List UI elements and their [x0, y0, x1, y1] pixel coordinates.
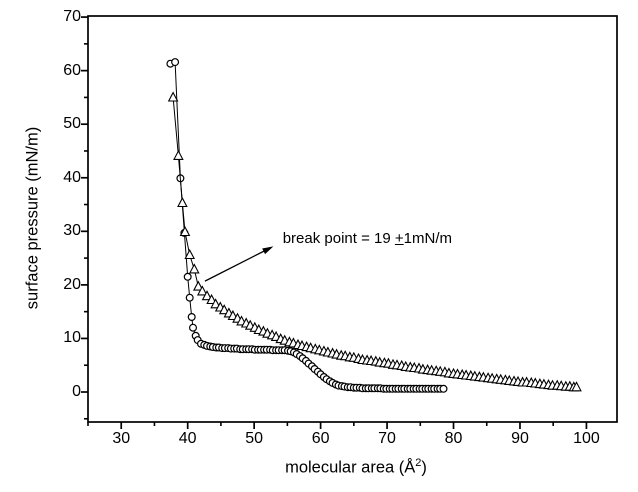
break-point-annotation-suffix: 1mN/m: [403, 229, 452, 247]
x-axis-title-superscript: 2: [415, 457, 422, 469]
x-tick-label-30: 30: [112, 430, 131, 447]
y-tick-label-70: 70: [63, 8, 81, 26]
triangle-marker: [188, 263, 200, 274]
circle-marker: [183, 272, 192, 281]
break-point-annotation: break point = 19 +1mN/m: [283, 230, 452, 247]
triangle-marker: [192, 280, 204, 291]
x-axis-title-close: ): [421, 458, 427, 477]
triangle-marker: [173, 149, 184, 160]
triangle-marker: [167, 91, 179, 102]
y-tick-label-20: 20: [63, 275, 81, 293]
y-tick-label-30: 30: [63, 222, 81, 240]
x-axis-title-text: molecular area (Å: [285, 458, 416, 477]
x-tick-label-70: 70: [378, 430, 396, 447]
x-tick-label-60: 60: [311, 430, 330, 447]
y-tick-label-10: 10: [63, 329, 81, 347]
triangle-marker: [218, 304, 230, 315]
x-tick-label-100: 100: [573, 430, 600, 447]
plus-minus-sign: +: [394, 229, 404, 247]
x-axis-title: molecular area (Å2): [285, 457, 427, 478]
triangle-marker: [179, 225, 191, 237]
circle-marker: [187, 313, 196, 322]
triangle-marker: [177, 196, 188, 208]
y-tick-label-0: 0: [72, 383, 81, 400]
series-circles-markers: [166, 58, 448, 393]
annotation-arrow-line: [204, 248, 268, 282]
triangle-marker: [206, 293, 217, 305]
y-tick-label-50: 50: [63, 115, 81, 133]
y-tick-label-60: 60: [63, 61, 81, 79]
x-tick-label-90: 90: [511, 430, 529, 447]
triangle-marker: [201, 290, 213, 301]
circle-marker: [439, 384, 448, 393]
y-tick-label-40: 40: [63, 168, 81, 186]
circle-marker: [171, 58, 180, 67]
plot-frame: [87, 15, 618, 423]
triangle-marker: [210, 298, 221, 309]
x-tick-label-80: 80: [444, 430, 463, 447]
circle-marker: [189, 323, 198, 332]
x-tick-label-50: 50: [245, 430, 264, 447]
triangle-marker: [196, 285, 208, 296]
break-point-annotation-prefix: break point = 19: [282, 229, 395, 247]
series-circles-line: [170, 61, 444, 390]
triangle-marker: [184, 248, 196, 260]
triangle-marker: [571, 381, 582, 392]
circle-marker: [185, 293, 194, 302]
annotation-arrowhead: [262, 246, 274, 255]
series-triangles-markers: [167, 91, 582, 392]
x-tick-label-40: 40: [178, 430, 197, 447]
